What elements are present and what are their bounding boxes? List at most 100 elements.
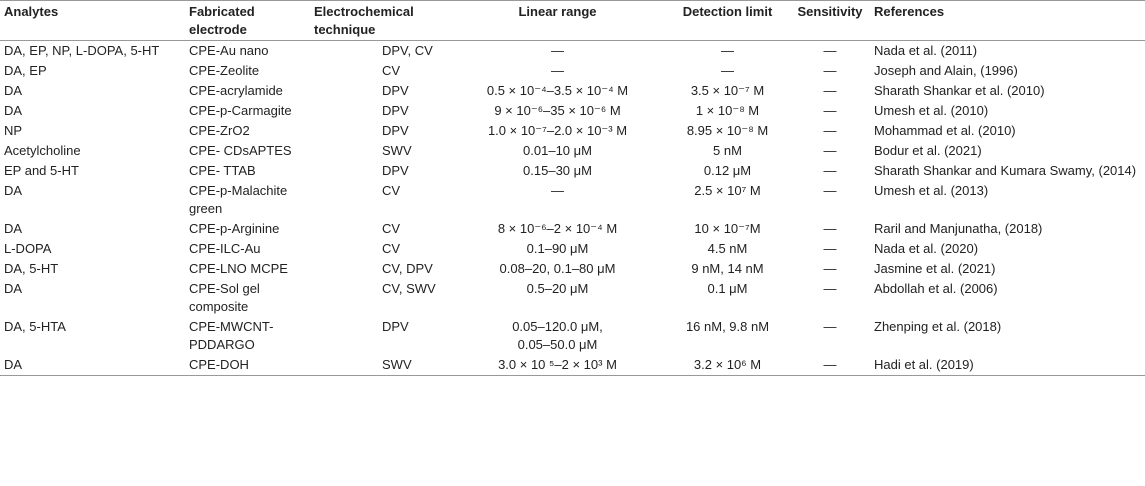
- table-cell: NP: [0, 121, 185, 141]
- table-row: DA CPE-DOH SWV 3.0 × 10 ⁵–2 × 10³ M 3.2 × 10…: [0, 355, 1145, 376]
- table-cell: 4.5 nM: [665, 239, 790, 259]
- cell-text: 9 × 10⁻⁶–35 × 10⁻⁶ M: [494, 103, 621, 118]
- cell-text: 9 nM, 14 nM: [691, 261, 764, 276]
- table-cell: CV: [310, 219, 450, 239]
- cell-text: SWV: [382, 357, 412, 372]
- cell-text: 3.5 × 10⁻⁷ M: [690, 83, 765, 98]
- cell-text: 3.2 × 10⁶ M: [693, 357, 762, 372]
- cell-text: NP: [4, 123, 23, 138]
- table-cell: DPV, CV: [310, 41, 450, 62]
- cell-text: Joseph and Alain, (1996): [874, 63, 1018, 78]
- table-cell: DPV: [310, 81, 450, 101]
- cell-text: DA: [4, 357, 23, 372]
- cell-text: CPE-acrylamide: [189, 83, 283, 98]
- table-cell: DA: [0, 101, 185, 121]
- column-header: Electrochemical technique: [314, 4, 414, 37]
- cell-text: EP and 5-HT: [4, 163, 79, 178]
- table-row: DA CPE-p-Malachite green CV — 2.5 × 10⁷ M — Um…: [0, 181, 1145, 219]
- table-cell: —: [790, 41, 870, 62]
- table-row: EP and 5-HT CPE- TTAB DPV 0.15–30 μM 0.12 μM…: [0, 161, 1145, 181]
- table-cell: 2.5 × 10⁷ M: [665, 181, 790, 219]
- table-cell: CPE-p-Malachite green: [185, 181, 310, 219]
- cell-text: Mohammad et al. (2010): [874, 123, 1016, 138]
- table-cell: 0.1–90 μM: [450, 239, 665, 259]
- table-cell: Acetylcholine: [0, 141, 185, 161]
- cell-text: —: [823, 319, 837, 334]
- cell-text: DPV: [382, 123, 409, 138]
- cell-text: —: [551, 43, 564, 58]
- table-cell: CPE-Zeolite: [185, 61, 310, 81]
- table-cell: CV, DPV: [310, 259, 450, 279]
- cell-text: 0.5 × 10⁻⁴–3.5 × 10⁻⁴ M: [486, 83, 629, 98]
- cell-text: DPV: [382, 103, 409, 118]
- cell-text: —: [721, 43, 734, 58]
- table-cell: CPE-ZrO2: [185, 121, 310, 141]
- table-row: DA CPE-p-Arginine CV 8 × 10⁻⁶–2 × 10⁻⁴ M 10 …: [0, 219, 1145, 239]
- cell-text: CPE-ILC-Au: [189, 241, 261, 256]
- table-cell: 0.5 × 10⁻⁴–3.5 × 10⁻⁴ M: [450, 81, 665, 101]
- cell-text: —: [823, 163, 837, 178]
- table-cell: CV: [310, 61, 450, 81]
- cell-text: 10 × 10⁻⁷M: [694, 221, 761, 236]
- table-cell: SWV: [310, 355, 450, 376]
- cell-text: 0.05–120.0 μM, 0.05–50.0 μM: [512, 319, 603, 352]
- cell-text: Umesh et al. (2010): [874, 103, 989, 118]
- table-cell: CPE-MWCNT-PDDARGO: [185, 317, 310, 355]
- table-cell: Mohammad et al. (2010): [870, 121, 1145, 141]
- table-cell: 10 × 10⁻⁷M: [665, 219, 790, 239]
- table-cell: DA, EP, NP, L-DOPA, 5-HT: [0, 41, 185, 62]
- cell-text: DA: [4, 183, 23, 198]
- table-cell: 1 × 10⁻⁸ M: [665, 101, 790, 121]
- table-cell: —: [450, 61, 665, 81]
- cell-text: CPE-Zeolite: [189, 63, 260, 78]
- table-cell: 0.01–10 μM: [450, 141, 665, 161]
- table-cell: —: [790, 61, 870, 81]
- table-cell: 3.5 × 10⁻⁷ M: [665, 81, 790, 101]
- cell-text: —: [823, 221, 837, 236]
- table-cell: —: [790, 239, 870, 259]
- table-row: DA, 5-HT CPE-LNO MCPE CV, DPV 0.08–20, 0.1–…: [0, 259, 1145, 279]
- cell-text: CPE-p-Malachite green: [189, 183, 288, 216]
- table-cell: 0.05–120.0 μM, 0.05–50.0 μM: [450, 317, 665, 355]
- column-header: Fabricated electrode: [189, 4, 255, 37]
- cell-text: —: [823, 281, 837, 296]
- cell-text: CPE-DOH: [189, 357, 249, 372]
- cell-text: —: [823, 261, 837, 276]
- table-cell: —: [665, 61, 790, 81]
- cell-text: —: [551, 63, 564, 78]
- cell-text: CV: [382, 63, 401, 78]
- table-cell: —: [790, 355, 870, 376]
- table-cell: 16 nM, 9.8 nM: [665, 317, 790, 355]
- cell-text: CPE-p-Arginine: [189, 221, 280, 236]
- cell-text: DA, EP: [4, 63, 47, 78]
- table-cell: Bodur et al. (2021): [870, 141, 1145, 161]
- cell-text: DPV: [382, 163, 409, 178]
- cell-text: —: [823, 63, 837, 78]
- cell-text: DPV, CV: [382, 43, 433, 58]
- cell-text: —: [823, 103, 837, 118]
- table-cell: CPE-ILC-Au: [185, 239, 310, 259]
- table-cell: 0.12 μM: [665, 161, 790, 181]
- cell-text: Sharath Shankar and Kumara Swamy, (2014): [874, 163, 1137, 178]
- table-cell: L-DOPA: [0, 239, 185, 259]
- table-cell: Umesh et al. (2010): [870, 101, 1145, 121]
- table-cell: —: [790, 317, 870, 355]
- cell-text: 0.1–90 μM: [526, 241, 589, 256]
- table-cell: —: [790, 259, 870, 279]
- cell-text: Sharath Shankar et al. (2010): [874, 83, 1045, 98]
- column-header: Linear range: [518, 4, 597, 19]
- table-cell: DA: [0, 181, 185, 219]
- table-cell: DA: [0, 219, 185, 239]
- table-cell: CV: [310, 239, 450, 259]
- table-cell: 0.15–30 μM: [450, 161, 665, 181]
- cell-text: —: [823, 357, 837, 372]
- table-cell: 9 nM, 14 nM: [665, 259, 790, 279]
- table-cell: 3.0 × 10 ⁵–2 × 10³ M: [450, 355, 665, 376]
- table-cell: EP and 5-HT: [0, 161, 185, 181]
- table-body: DA, EP, NP, L-DOPA, 5-HT CPE-Au nano DPV, …: [0, 41, 1145, 376]
- cell-text: 0.15–30 μM: [523, 163, 592, 178]
- table-cell: Jasmine et al. (2021): [870, 259, 1145, 279]
- table-cell: —: [790, 81, 870, 101]
- cell-text: CPE- TTAB: [189, 163, 256, 178]
- table-cell: Hadi et al. (2019): [870, 355, 1145, 376]
